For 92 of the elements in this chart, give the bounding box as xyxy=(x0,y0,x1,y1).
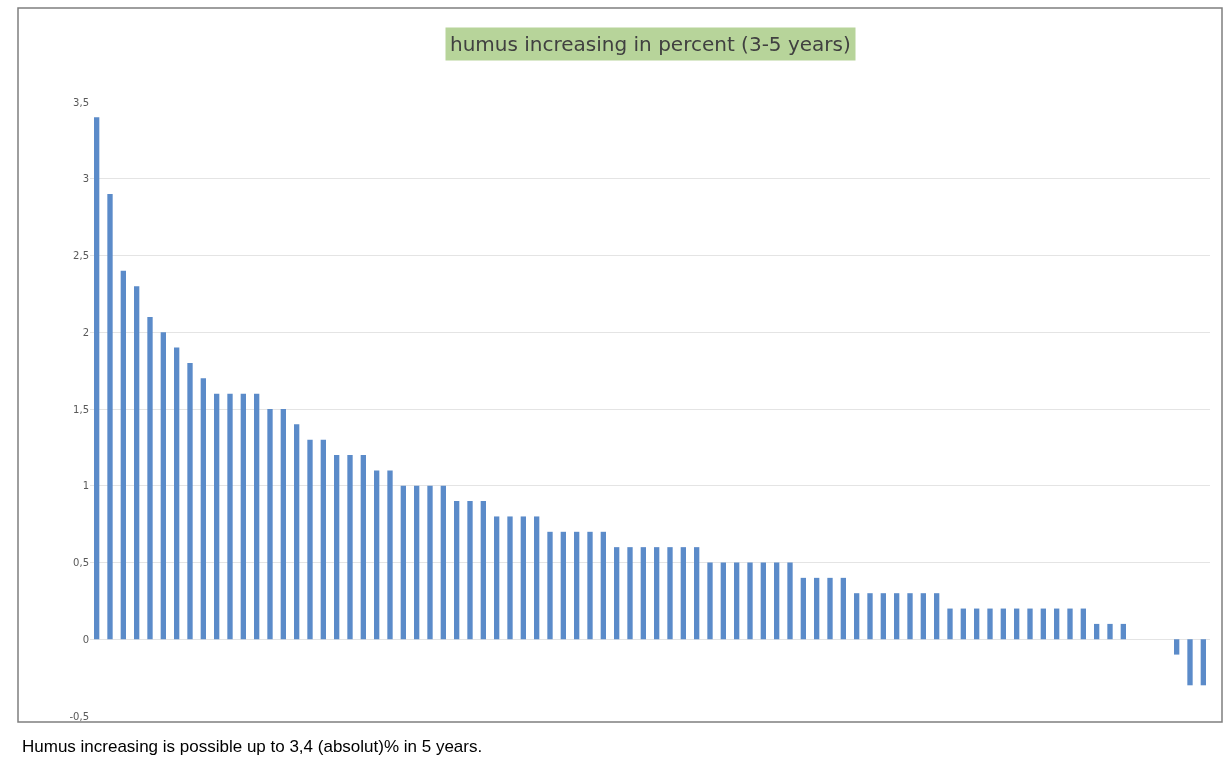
bar xyxy=(1120,623,1126,640)
bar xyxy=(1067,608,1073,640)
bar xyxy=(507,516,513,640)
bar xyxy=(520,516,526,640)
bar xyxy=(1200,639,1206,686)
bar xyxy=(974,608,980,640)
bar xyxy=(800,577,806,640)
bar xyxy=(894,593,900,640)
bar xyxy=(640,547,646,640)
bar xyxy=(547,531,553,640)
bar xyxy=(1014,608,1020,640)
bar xyxy=(400,485,406,640)
bar xyxy=(774,562,780,640)
bar xyxy=(667,547,673,640)
bar xyxy=(907,593,913,640)
bar xyxy=(1094,623,1100,640)
bar xyxy=(787,562,793,640)
bar xyxy=(1027,608,1033,640)
bar xyxy=(387,470,393,640)
bar xyxy=(440,485,446,640)
bar xyxy=(574,531,580,640)
bar xyxy=(120,270,126,640)
bar xyxy=(720,562,726,640)
bar xyxy=(200,378,206,640)
bar xyxy=(107,194,113,640)
bar xyxy=(174,347,180,640)
bar xyxy=(587,531,593,640)
bar xyxy=(147,316,153,640)
y-tick-label: 2,5 xyxy=(73,250,89,261)
bar xyxy=(160,332,166,640)
y-tick-label: 2 xyxy=(82,326,89,338)
bar xyxy=(920,593,926,640)
y-tick-label: 0 xyxy=(82,633,89,645)
bar xyxy=(467,501,473,640)
bar xyxy=(267,409,273,640)
bar xyxy=(454,501,460,640)
bar xyxy=(254,393,260,640)
bar xyxy=(854,593,860,640)
bar xyxy=(307,439,313,640)
bar xyxy=(694,547,700,640)
bar xyxy=(1174,639,1180,655)
bar xyxy=(1054,608,1060,640)
bar xyxy=(960,608,966,640)
text: Humus increasing is possible up to 3,4 (absolut)% in 5 years. xyxy=(22,737,483,756)
bar xyxy=(680,547,686,640)
bar xyxy=(840,577,846,640)
bar xyxy=(1187,639,1193,686)
bar xyxy=(734,562,740,640)
y-tick-label: 3,5 xyxy=(73,96,89,108)
bar xyxy=(1000,608,1006,640)
bar xyxy=(614,547,620,640)
bar xyxy=(374,470,380,640)
bar xyxy=(94,117,100,640)
bar xyxy=(560,531,566,640)
bar xyxy=(934,593,940,640)
y-tick-label: -0,5 xyxy=(69,710,89,722)
bar xyxy=(227,393,233,640)
bar xyxy=(867,593,873,640)
bar xyxy=(320,439,326,640)
y-tick-label: 1,5 xyxy=(73,403,89,415)
bar xyxy=(414,485,420,640)
bar xyxy=(707,562,713,640)
bar xyxy=(480,501,486,640)
bar xyxy=(747,562,753,640)
y-tick-label: 1 xyxy=(82,480,89,492)
bar xyxy=(880,593,886,640)
bar xyxy=(360,455,366,640)
chart-title: humus increasing in percent (3-5 years) xyxy=(450,32,851,56)
bar xyxy=(1040,608,1046,640)
bar xyxy=(534,516,540,640)
bar xyxy=(427,485,433,640)
y-tick-label: 0,5 xyxy=(73,557,89,568)
bar xyxy=(760,562,766,640)
bar xyxy=(987,608,993,640)
y-tick-label: 3 xyxy=(82,173,89,185)
bar xyxy=(280,409,286,640)
bar xyxy=(627,547,633,640)
bar xyxy=(134,286,140,640)
bar xyxy=(347,455,353,640)
bar xyxy=(947,608,953,640)
bar xyxy=(294,424,300,640)
bar xyxy=(827,577,833,640)
bar xyxy=(1107,623,1113,640)
bar xyxy=(600,531,606,640)
bar xyxy=(814,577,820,640)
bar xyxy=(240,393,246,640)
bar xyxy=(654,547,660,640)
bar xyxy=(1080,608,1086,640)
bar xyxy=(187,362,193,640)
bar xyxy=(334,455,340,640)
bar xyxy=(214,393,220,640)
bar xyxy=(494,516,500,640)
